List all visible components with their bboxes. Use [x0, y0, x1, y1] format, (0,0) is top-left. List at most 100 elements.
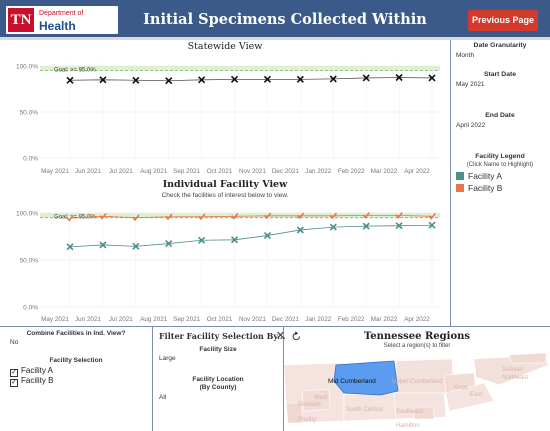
y-tick-label: 0.0% [23, 156, 38, 163]
map-region-mid-cumberland-selected[interactable] [333, 360, 399, 396]
facility-b-checkbox-item[interactable]: ✓ Facility B [10, 376, 54, 387]
combine-facilities-select[interactable]: No [10, 339, 19, 346]
date-granularity-label: Date Granularity [473, 42, 527, 49]
data-point-x-marker[interactable] [132, 76, 140, 84]
legend-item-facility-a[interactable]: Facility A [456, 171, 502, 182]
map-label-knox: Knox [454, 385, 468, 391]
data-point-x-marker[interactable] [263, 231, 272, 240]
facility-b-swatch [456, 184, 464, 192]
x-tick-label: May 2021 [41, 316, 69, 323]
map-label-northeast: Northeast [502, 375, 528, 381]
data-point-check-marker[interactable] [132, 214, 140, 222]
x-tick-label: May 2021 [41, 168, 69, 175]
map-region-east[interactable] [445, 382, 495, 412]
regions-title: Tennessee Regions [363, 331, 471, 342]
data-point-x-marker[interactable] [165, 239, 173, 248]
tennessee-regions-map: Mid Cumberland Upper Cumberland Sullivan… [284, 352, 549, 429]
data-point-x-marker[interactable] [230, 75, 239, 83]
facility-b-checkbox-label: Facility B [21, 376, 54, 385]
data-point-check-marker[interactable] [165, 213, 173, 221]
end-date-select[interactable]: April 2022 [456, 122, 486, 129]
start-date-select[interactable]: May 2021 [456, 81, 485, 88]
checkbox-checked-icon[interactable]: ✓ [10, 379, 18, 387]
map-region-hamilton[interactable] [413, 406, 435, 420]
facility-size-label: Facility Size [199, 346, 237, 353]
data-point-x-marker[interactable] [263, 75, 272, 83]
map-region-shelby[interactable] [285, 402, 303, 424]
map-region-madison[interactable] [301, 388, 331, 412]
filter-section-title: Filter Facility Selection By... [159, 331, 286, 341]
data-point-x-marker[interactable] [132, 242, 140, 250]
data-point-x-marker[interactable] [362, 222, 370, 230]
data-point-check-marker[interactable] [296, 212, 305, 220]
data-point-x-marker[interactable] [198, 236, 206, 244]
legend-item-facility-b[interactable]: Facility B [456, 183, 502, 194]
series-line [69, 214, 433, 219]
data-point-check-marker[interactable] [66, 214, 74, 222]
facility-a-checkbox-label: Facility A [21, 366, 54, 375]
data-point-x-marker[interactable] [165, 77, 173, 85]
data-point-x-marker[interactable] [329, 223, 337, 231]
data-point-check-marker[interactable] [362, 212, 371, 219]
data-point-x-marker[interactable] [428, 221, 436, 229]
data-point-x-marker[interactable] [296, 226, 304, 234]
legend-label-facility-a: Facility A [468, 171, 503, 181]
facility-size-select[interactable]: Large [159, 355, 176, 362]
data-point-x-marker[interactable] [395, 73, 403, 82]
facility-legend-title: Facility Legend [475, 153, 525, 160]
regions-subtitle: Select a region(s) to filter [383, 343, 451, 349]
date-granularity-select[interactable]: Month [456, 52, 475, 59]
data-point-check-marker[interactable] [428, 212, 436, 220]
map-region-sullivan[interactable] [508, 352, 547, 364]
map-label-upper-cumberland: Upper Cumberland [392, 379, 443, 385]
data-point-x-marker[interactable] [230, 236, 239, 244]
data-point-check-marker[interactable] [329, 212, 338, 220]
series-line [69, 224, 433, 248]
map-label-sullivan: Sullivan [502, 367, 523, 373]
x-tick-label: Oct 2021 [207, 168, 233, 175]
x-tick-label: Oct 2021 [207, 316, 233, 323]
page-title: Initial Specimens Collected Within Targe… [143, 11, 427, 68]
previous-page-button[interactable]: Previous Page [468, 10, 538, 31]
x-tick-label: Feb 2022 [338, 316, 365, 323]
checkbox-checked-icon[interactable]: ✓ [10, 369, 18, 377]
start-date-label: Start Date [483, 71, 517, 78]
data-point-check-marker[interactable] [263, 212, 272, 220]
data-point-check-marker[interactable] [230, 212, 239, 220]
data-point-x-marker[interactable] [395, 222, 403, 230]
x-tick-label: Jun 2021 [75, 316, 101, 323]
x-tick-label: Jul 2021 [109, 316, 133, 323]
y-tick-label: 0.0% [23, 305, 38, 312]
data-point-x-marker[interactable] [99, 76, 107, 84]
data-point-x-marker[interactable] [66, 76, 74, 84]
data-point-x-marker[interactable] [362, 74, 370, 82]
map-label-southeast: Southeast [396, 409, 423, 415]
data-point-x-marker[interactable] [198, 76, 206, 84]
data-point-check-marker[interactable] [395, 212, 403, 219]
data-point-check-marker[interactable] [198, 213, 206, 221]
statewide-chart-title: Statewide View [187, 41, 263, 52]
clear-filter-x-icon[interactable]: ✕ [275, 330, 286, 342]
facility-location-select[interactable]: All [159, 394, 167, 401]
data-point-check-marker[interactable] [99, 212, 107, 220]
map-label-south-central: South Central [346, 407, 383, 413]
data-point-x-marker[interactable] [428, 74, 436, 82]
data-point-x-marker[interactable] [296, 75, 304, 83]
facility-chart: 100.0% 50.0% 0.0%May 2021 Jun 2021 Jul 2021 A… [16, 209, 440, 323]
statewide-chart: 100.0% 50.0% 0.0%May 2021 Jun 2021 Jul 2021 A… [16, 62, 440, 175]
data-point-x-marker[interactable] [329, 75, 337, 83]
logo-department-text: Department of [39, 10, 84, 17]
x-tick-label: Mar 2022 [371, 168, 398, 175]
y-tick-label: 100.0% [16, 64, 38, 71]
facility-chart-subtitle: Check the facilities of interest below t… [161, 192, 289, 199]
x-tick-label: Mar 2022 [371, 316, 398, 323]
data-point-x-marker[interactable] [99, 241, 107, 249]
tn-logo-mark: TN [8, 8, 34, 32]
facility-a-checkbox-item[interactable]: ✓ Facility A [10, 366, 54, 377]
data-point-x-marker[interactable] [66, 243, 74, 251]
goal-band [40, 213, 440, 218]
reset-icon[interactable] [291, 331, 302, 342]
logo-health-text: Health [39, 19, 76, 33]
map-label-shelby: Shelby [298, 417, 316, 423]
